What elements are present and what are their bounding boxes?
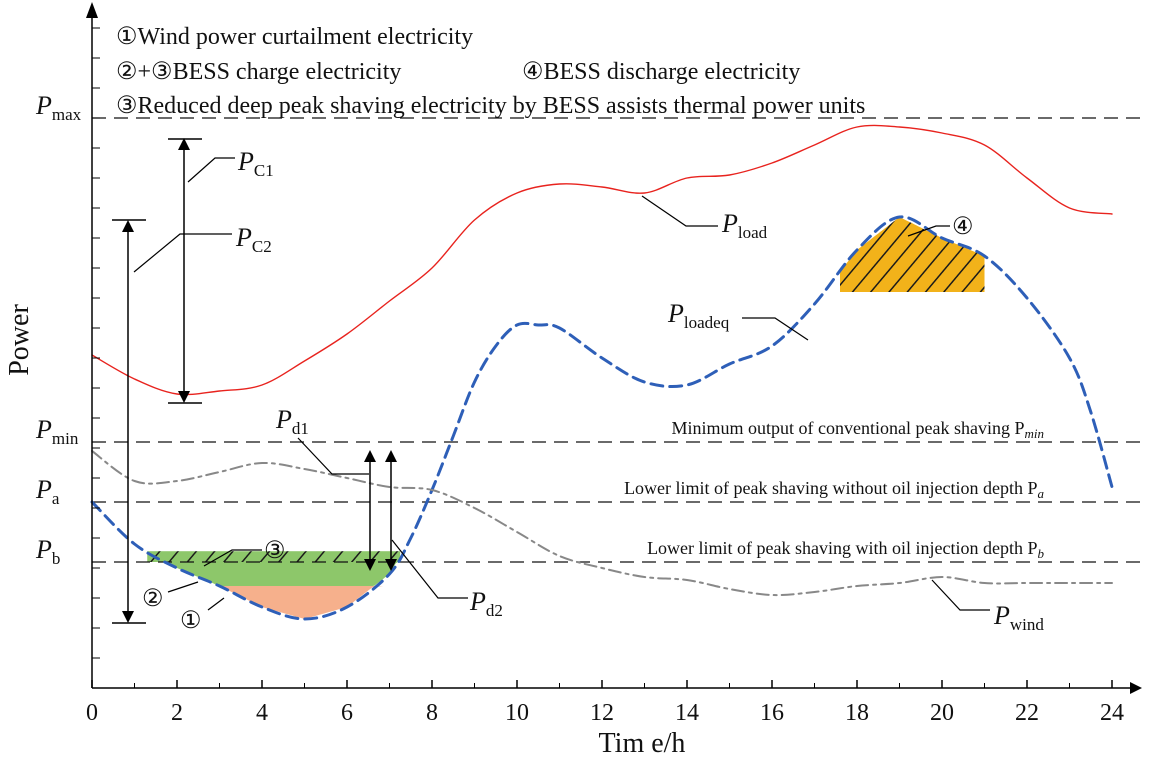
- x-tick-label-14: 14: [675, 700, 699, 726]
- pmax-axis-label: Pmax: [35, 91, 82, 124]
- x-tick-label-18: 18: [845, 700, 869, 726]
- region3-leader: [203, 549, 262, 567]
- x-tick-label-12: 12: [590, 700, 614, 726]
- axes: [86, 2, 1142, 694]
- region1-label: ①: [180, 608, 202, 634]
- pa-caption: Lower limit of peak shaving without oil …: [624, 478, 1044, 501]
- x-tick-label-8: 8: [426, 700, 438, 726]
- x-tick-label-24: 24: [1100, 700, 1124, 726]
- pload-leader: [641, 195, 718, 227]
- ploadeq-leader: [742, 317, 809, 341]
- x-tick-label-20: 20: [930, 700, 954, 726]
- x-tick-label-6: 6: [341, 700, 353, 726]
- x-ticks: 0 2 4 6 8 10 12 14 16 18 20 22 24: [86, 680, 1124, 726]
- x-axis-title: Tim e/h: [599, 728, 686, 758]
- ploadeq-label: Ploadeq: [667, 299, 730, 332]
- pc2-label: PC2: [235, 223, 272, 256]
- pc2-leader: [133, 233, 232, 273]
- pc1-leader: [187, 157, 235, 183]
- series-lines: [90, 124, 1114, 621]
- region-2-area: [147, 562, 398, 586]
- y-ticks: [92, 27, 100, 659]
- dimension-arrows: [112, 138, 397, 624]
- legend-item-3: ④BESS discharge electricity: [522, 59, 800, 85]
- pd2-leader: [391, 539, 468, 599]
- pd2-label: Pd2: [469, 587, 503, 620]
- pwind-leader: [931, 579, 990, 611]
- x-tick-label-10: 10: [505, 700, 529, 726]
- region-4-area: [840, 217, 985, 292]
- legend-item-4: ③Reduced deep peak shaving electricity b…: [116, 93, 865, 119]
- series-load-line: [91, 124, 1113, 396]
- x-tick-label-2: 2: [171, 700, 183, 726]
- labels: PC1 PC2 Pd1 Pd2 Pload Ploadeq Pwind ① ② …: [142, 147, 1044, 634]
- x-tick-label-22: 22: [1015, 700, 1039, 726]
- reference-lines: Pmax Pmin Minimum output of conventional p…: [35, 91, 1142, 568]
- legend-item-2: ②+③BESS charge electricity: [116, 59, 401, 85]
- x-tick-label-16: 16: [760, 700, 784, 726]
- x-tick-label-0: 0: [86, 700, 98, 726]
- region2-label: ②: [142, 586, 164, 612]
- x-tick-label-4: 4: [256, 700, 268, 726]
- pc1-label: PC1: [237, 147, 274, 180]
- region4-leader: [907, 225, 950, 237]
- legend-item-1: ①Wind power curtailment electricity: [116, 24, 473, 50]
- series-loadeq-line: [90, 215, 1114, 621]
- region-3-area: [147, 551, 401, 562]
- region2-leader: [167, 581, 199, 593]
- pload-label: Pload: [721, 209, 768, 242]
- series-wind-line: [91, 450, 1113, 597]
- region1-leader: [207, 597, 225, 611]
- pwind-label: Pwind: [993, 601, 1044, 634]
- pa-axis-label: Pa: [35, 475, 60, 508]
- y-axis-title: Power: [4, 304, 35, 376]
- legend: ①Wind power curtailment electricity ②+③B…: [116, 24, 865, 119]
- pb-caption: Lower limit of peak shaving with oil inj…: [647, 538, 1044, 561]
- region3-label: ③: [264, 538, 286, 564]
- pb-axis-label: Pb: [35, 535, 60, 568]
- leader-lines: [133, 157, 990, 611]
- pd1-label: Pd1: [275, 405, 309, 438]
- pd1-leader: [297, 437, 369, 475]
- pmin-axis-label: Pmin: [35, 415, 79, 448]
- y-axis-arrow: [86, 2, 98, 18]
- pmin-caption: Minimum output of conventional peak shav…: [672, 418, 1044, 441]
- region4-label: ④: [952, 214, 974, 240]
